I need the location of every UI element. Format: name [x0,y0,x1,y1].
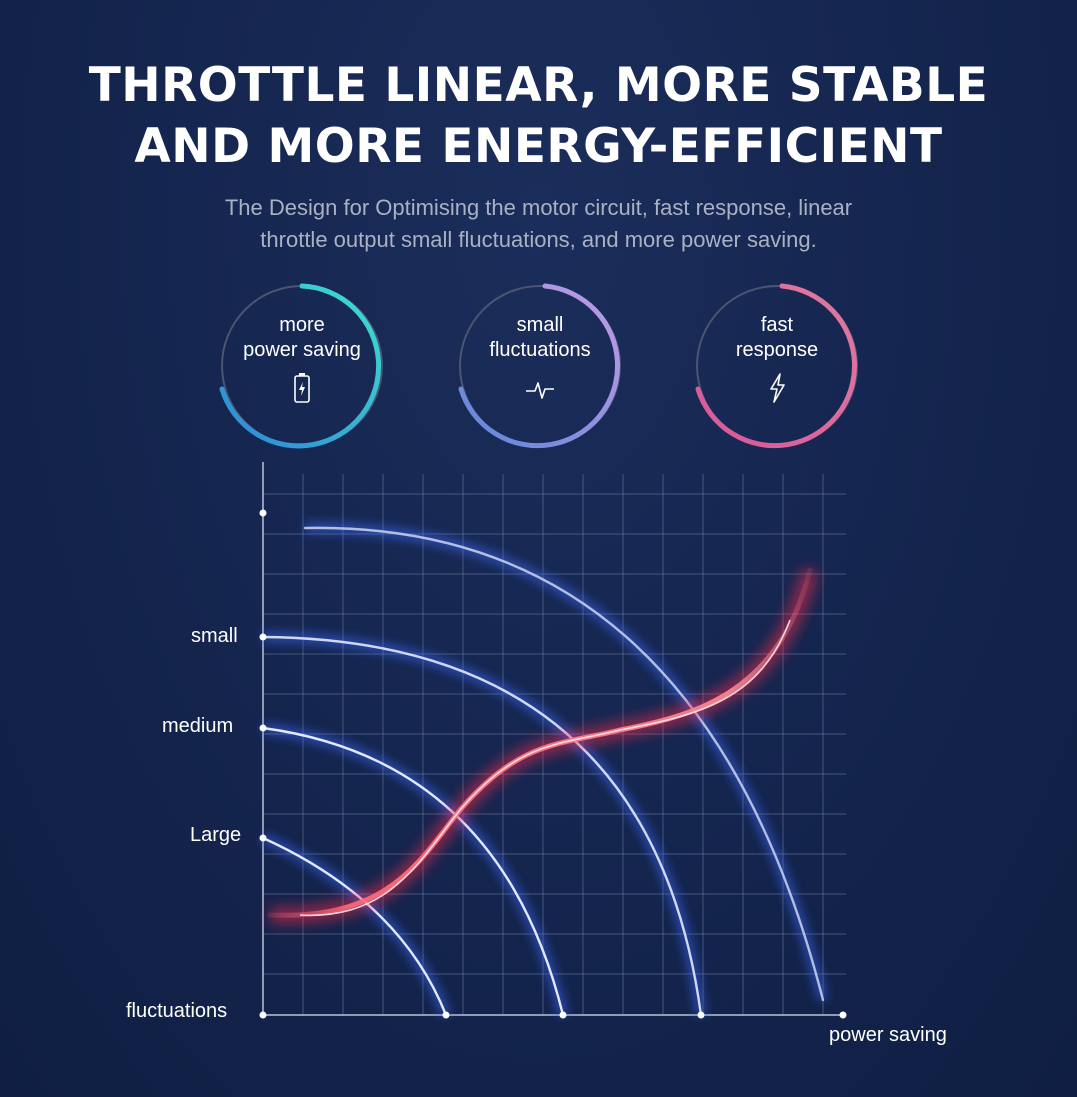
small-fluctuations-ring [458,283,621,449]
badge-label-line-2: fluctuations [489,339,591,361]
badge-label-line-1: small [516,314,564,336]
axis-dot [839,1011,847,1019]
title-line-1: THROTTLE LINEAR, MORE STABLE [88,58,989,113]
fluctuation-curves [261,526,825,1017]
curve-large [261,836,448,1017]
trend-curve [267,567,818,924]
badge-power-saving: more power saving [219,283,385,449]
fast-response-ring [695,283,858,449]
curve-small [261,635,703,1017]
lightning-icon [770,373,785,403]
badge-label-line-2: response [735,339,819,361]
y-label-small: small [191,625,238,647]
badge-label: more power saving [219,313,385,363]
y-label-large: Large [190,824,242,846]
axis-dot [259,834,267,842]
axis-dot [259,1011,267,1019]
y-label-medium: medium [162,715,234,737]
axis-dots [259,509,847,1019]
badge-label: small fluctuations [457,313,623,363]
grid [263,474,846,1015]
x-axis-title: power saving [829,1024,947,1046]
curve-top [303,526,825,1002]
axis-dot [259,633,267,641]
badge-label-line-1: fast [760,314,794,336]
axis-dot [442,1011,450,1019]
axis-dot [259,724,267,732]
axis-dot [259,509,267,517]
subtitle-line-1: The Design for Optimising the motor circ… [224,195,853,220]
title-line-2: AND MORE ENERGY-EFFICIENT [134,119,943,174]
power-saving-ring [219,283,383,449]
badge-label-line-1: more [279,314,325,336]
badge-small-fluctuations: small fluctuations [457,283,623,449]
badge-label: fast response [694,313,860,363]
badge-fast-response: fast response [694,283,860,449]
axis-dot [697,1011,705,1019]
battery-icon [294,373,310,403]
subtitle-line-2: throttle output small fluctuations, and … [260,227,817,252]
page-title: THROTTLE LINEAR, MORE STABLE AND MORE EN… [0,55,1077,177]
pulse-icon [526,382,554,399]
y-axis-title: fluctuations [126,1000,228,1022]
axis-dot [559,1011,567,1019]
page-subtitle: The Design for Optimising the motor circ… [140,192,937,256]
badge-label-line-2: power saving [243,339,361,361]
